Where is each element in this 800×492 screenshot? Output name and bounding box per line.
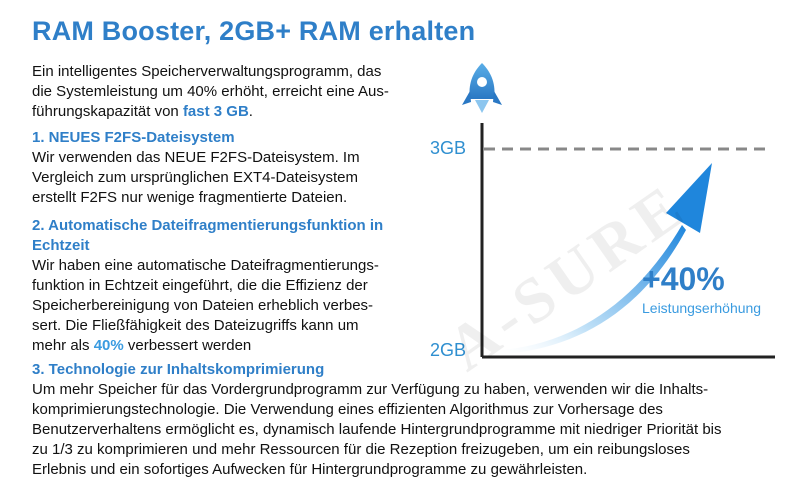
intro-text: . (248, 103, 253, 120)
section-line: erstellt F2FS nur wenige fragmentierte D… (32, 189, 348, 206)
intro-line: führungskapazität von fast 3 GB. (32, 102, 417, 122)
section-line: Um mehr Speicher für das Vordergrundprog… (32, 381, 709, 398)
section-line: sert. Die Fließfähigkeit des Dateizugrif… (32, 317, 359, 334)
intro-line: die Systemleistung um 40% erhöht, erreic… (32, 83, 389, 100)
increase-caption: Leistungserhöhung (642, 300, 761, 316)
section-line: komprimierungstechnologie. Die Verwendun… (32, 401, 663, 418)
section-line: Benutzerverhaltens ermöglicht es, dynami… (32, 421, 722, 438)
section-heading: 2. Automatische Dateifragmentierungsfunk… (32, 217, 384, 234)
section-line: mehr als 40% verbessert werden (32, 336, 417, 356)
label-3gb: 3GB (430, 138, 466, 158)
section-body: Wir verwenden das NEUE F2FS-Dateisystem.… (32, 148, 417, 208)
section-heading: 1. NEUES F2FS-Dateisystem (32, 129, 235, 146)
section-line: Erlebnis und ein sofortiges Aufwecken fü… (32, 461, 588, 478)
section-f2fs: 1. NEUES F2FS-Dateisystem Wir verwenden … (32, 128, 417, 208)
section-body: Um mehr Speicher für das Vordergrundprog… (32, 380, 772, 480)
section-highlight: 40% (93, 337, 124, 354)
section-compression: 3. Technologie zur Inhaltskomprimierung … (32, 360, 772, 480)
section-text: verbessert werden (123, 337, 252, 354)
section-text: mehr als (32, 337, 94, 354)
section-line: Wir verwenden das NEUE F2FS-Dateisystem.… (32, 149, 360, 166)
growth-arrow-icon (490, 163, 712, 355)
section-heading: Echtzeit (32, 237, 90, 254)
intro-line: Ein intelligentes Speicherverwaltungspro… (32, 63, 382, 80)
intro-highlight: fast 3 GB (182, 103, 249, 120)
section-line: funktion in Echtzeit eingeführt, die die… (32, 277, 368, 294)
section-line: Vergleich zum ursprünglichen EXT4-Dateis… (32, 169, 358, 186)
label-2gb: 2GB (430, 340, 466, 360)
intro-paragraph: Ein intelligentes Speicherverwaltungspro… (32, 62, 417, 122)
percent-increase: +40% (642, 261, 725, 297)
intro-text: führungskapazität von (32, 103, 183, 120)
performance-graphic: 3GB 2GB +40% Leistungserhöhung (430, 63, 775, 360)
section-heading: 3. Technologie zur Inhaltskomprimierung (32, 361, 325, 378)
page-title: RAM Booster, 2GB+ RAM erhalten (32, 16, 476, 46)
section-defrag: 2. Automatische Dateifragmentierungsfunk… (32, 216, 417, 356)
section-body: Wir haben eine automatische Dateifragmen… (32, 256, 417, 356)
rocket-icon (462, 63, 502, 113)
section-line: Speicherbereinigung von Dateien erheblic… (32, 297, 374, 314)
section-line: Wir haben eine automatische Dateifragmen… (32, 257, 379, 274)
section-line: zu 1/3 zu komprimieren und mehr Ressourc… (32, 441, 690, 458)
